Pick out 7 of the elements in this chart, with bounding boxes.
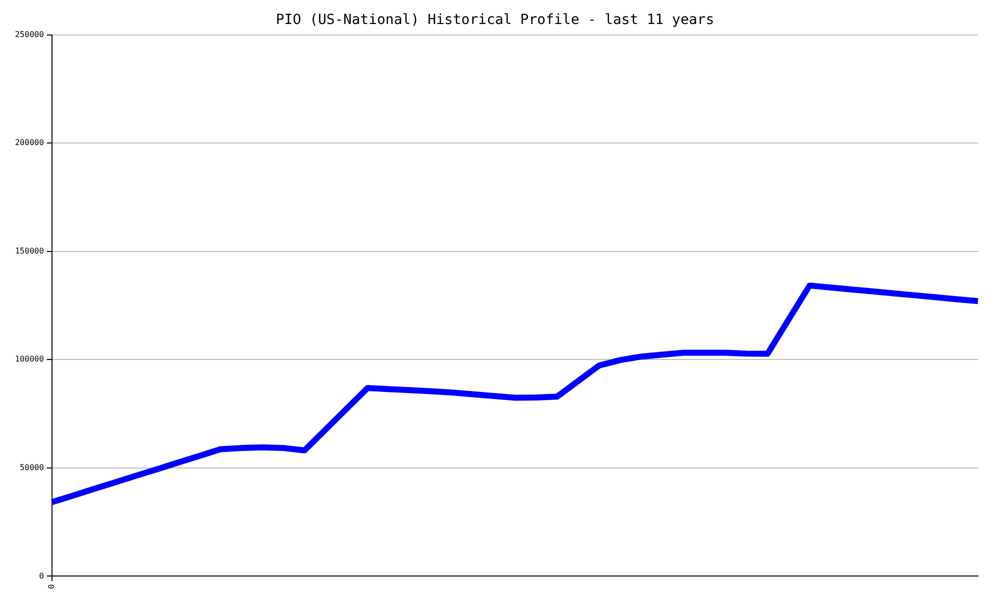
y-tick-label: 200000: [14, 138, 44, 148]
y-tick-label: 250000: [14, 30, 44, 39]
y-tick-label: 150000: [14, 246, 44, 256]
chart-title: PIO (US-National) Historical Profile - last 11 years: [276, 12, 714, 28]
y-tick-label: 50000: [20, 462, 44, 472]
y-tick-label: 0: [39, 571, 44, 580]
y-tick-label: 100000: [14, 354, 44, 364]
